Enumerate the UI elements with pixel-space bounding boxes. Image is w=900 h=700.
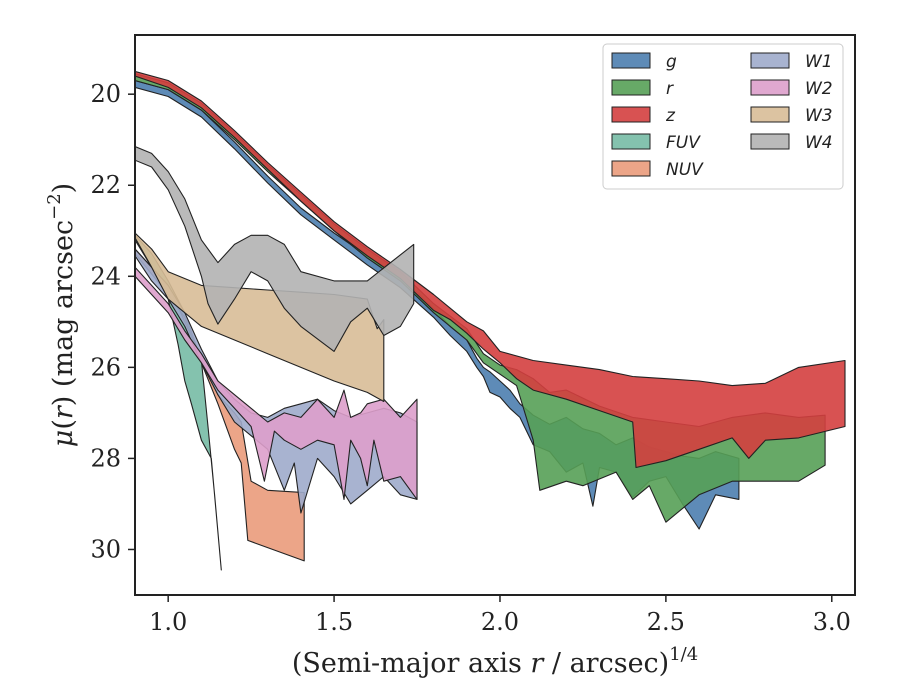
legend-label-W2: W2 bbox=[805, 79, 833, 99]
legend-label-W4: W4 bbox=[805, 133, 833, 153]
x-tick-label: 2.5 bbox=[647, 608, 685, 636]
x-tick-label: 1.5 bbox=[315, 608, 353, 636]
legend-swatch-g bbox=[611, 52, 651, 69]
x-tick-label: 2.0 bbox=[481, 608, 519, 636]
axes: 1.0 1.5 2.0 2.5 3.0 20 22 24 26 28 30 bbox=[90, 34, 856, 636]
legend-swatch-NUV bbox=[611, 160, 651, 177]
legend-swatch-W1 bbox=[750, 52, 790, 69]
legend-swatch-r bbox=[611, 79, 651, 96]
y-tick-label: 26 bbox=[90, 353, 121, 381]
x-axis-title: (Semi-major axis r / arcsec)1/4 bbox=[292, 644, 698, 679]
y-tick-label: 20 bbox=[90, 80, 121, 108]
legend-swatch-W3 bbox=[750, 106, 790, 123]
legend-label-g: g bbox=[666, 52, 677, 72]
legend-swatch-W2 bbox=[750, 79, 790, 96]
legend-label-FUV: FUV bbox=[666, 133, 701, 153]
series-areas bbox=[135, 70, 846, 571]
x-tick-label: 3.0 bbox=[813, 608, 851, 636]
legend-swatch-z bbox=[611, 106, 651, 123]
x-tick-label: 1.0 bbox=[149, 608, 187, 636]
legend-label-NUV: NUV bbox=[666, 160, 704, 180]
legend-label-z: z bbox=[665, 106, 676, 126]
legend-label-r: r bbox=[666, 79, 674, 99]
legend-label-W1: W1 bbox=[805, 52, 833, 72]
y-tick-label: 30 bbox=[90, 535, 121, 563]
legend-swatch-FUV bbox=[611, 133, 651, 150]
legend: grz FUV NUV W1 W2 W3 W4 bbox=[602, 43, 844, 190]
axis-titles: (Semi-major axis r / arcsec)1/4 μ(r) (mag… bbox=[44, 183, 698, 679]
legend-swatch-W4 bbox=[750, 133, 790, 150]
y-axis-title: μ(r) (mag arcsec−2) bbox=[44, 183, 79, 447]
y-tick-label: 22 bbox=[90, 171, 121, 199]
y-tick-label: 24 bbox=[90, 262, 121, 290]
plot-frame bbox=[134, 34, 856, 596]
area-W4 bbox=[135, 145, 415, 352]
y-tick-label: 28 bbox=[90, 444, 121, 472]
legend-label-W3: W3 bbox=[805, 106, 833, 126]
area-W2 bbox=[135, 266, 418, 500]
